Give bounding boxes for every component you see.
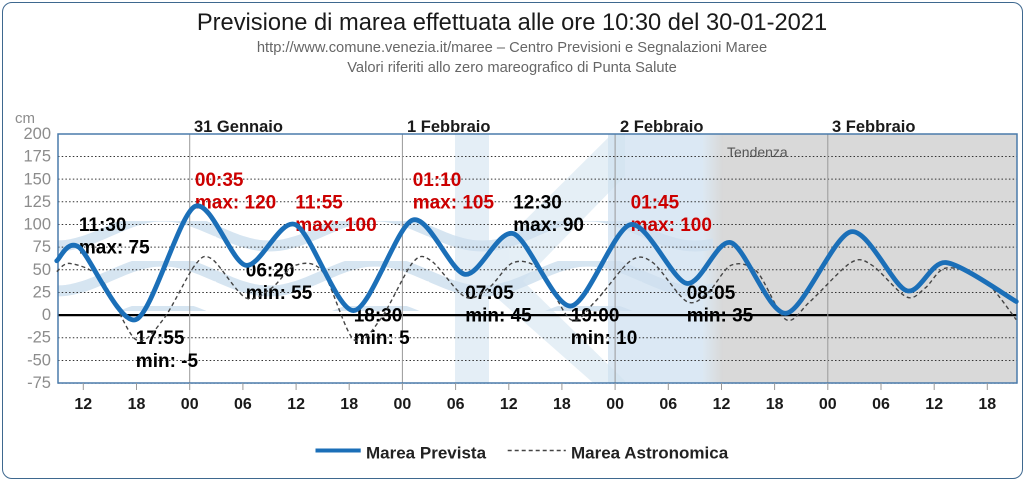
svg-text:150: 150 (23, 170, 51, 188)
svg-text:max: 90: max: 90 (513, 215, 584, 236)
svg-text:min: 10: min: 10 (570, 328, 637, 349)
svg-text:min: 5: min: 5 (353, 328, 409, 349)
svg-text:max: 75: max: 75 (78, 237, 149, 258)
svg-text:00: 00 (606, 396, 624, 413)
svg-text:min: 45: min: 45 (465, 305, 532, 326)
svg-text:12:30: 12:30 (513, 192, 562, 213)
svg-text:01:10: 01:10 (412, 169, 461, 190)
svg-text:11:55: 11:55 (295, 192, 343, 213)
svg-text:08:05: 08:05 (686, 283, 735, 304)
svg-text:max: 105: max: 105 (412, 192, 494, 213)
svg-text:50: 50 (32, 260, 50, 278)
svg-text:06: 06 (659, 396, 677, 413)
svg-text:max: 100: max: 100 (295, 215, 376, 236)
svg-text:1 Febbraio: 1 Febbraio (407, 118, 490, 136)
svg-text:12: 12 (287, 396, 305, 413)
svg-text:min: 35: min: 35 (686, 305, 753, 326)
svg-text:18: 18 (765, 396, 783, 413)
svg-text:06: 06 (446, 396, 464, 413)
svg-text:Tendenza: Tendenza (727, 144, 788, 160)
svg-text:12: 12 (925, 396, 943, 413)
svg-text:100: 100 (23, 215, 51, 233)
svg-text:12: 12 (499, 396, 517, 413)
svg-text:175: 175 (23, 147, 51, 165)
svg-text:cm: cm (15, 110, 35, 127)
svg-text:19:00: 19:00 (570, 305, 619, 326)
svg-text:-25: -25 (27, 328, 51, 346)
svg-text:min: -5: min: -5 (135, 350, 198, 371)
svg-text:18: 18 (340, 396, 358, 413)
svg-text:125: 125 (23, 192, 51, 210)
svg-text:12: 12 (74, 396, 92, 413)
svg-text:-50: -50 (27, 351, 51, 369)
svg-text:18: 18 (553, 396, 571, 413)
svg-text:75: 75 (32, 238, 50, 256)
svg-text:01:45: 01:45 (630, 192, 679, 213)
svg-text:18: 18 (978, 396, 996, 413)
svg-text:06: 06 (872, 396, 890, 413)
svg-text:31 Gennaio: 31 Gennaio (194, 118, 283, 136)
svg-text:00: 00 (818, 396, 836, 413)
svg-text:200: 200 (23, 125, 51, 143)
svg-text:-75: -75 (27, 374, 51, 392)
svg-text:00: 00 (180, 396, 198, 413)
svg-text:00: 00 (393, 396, 411, 413)
svg-text:07:05: 07:05 (465, 283, 514, 304)
svg-text:Marea Prevista: Marea Prevista (366, 443, 487, 462)
svg-text:00:35: 00:35 (194, 169, 243, 190)
svg-text:25: 25 (32, 283, 50, 301)
svg-text:11:30: 11:30 (78, 215, 126, 236)
svg-text:3 Febbraio: 3 Febbraio (832, 118, 915, 136)
svg-text:12: 12 (712, 396, 730, 413)
svg-text:2 Febbraio: 2 Febbraio (620, 118, 703, 136)
svg-text:17:55: 17:55 (135, 328, 184, 349)
svg-text:06: 06 (234, 396, 252, 413)
svg-text:0: 0 (41, 306, 50, 324)
svg-text:min: 55: min: 55 (245, 283, 312, 304)
svg-text:18: 18 (127, 396, 145, 413)
svg-text:Marea Astronomica: Marea Astronomica (571, 443, 729, 462)
